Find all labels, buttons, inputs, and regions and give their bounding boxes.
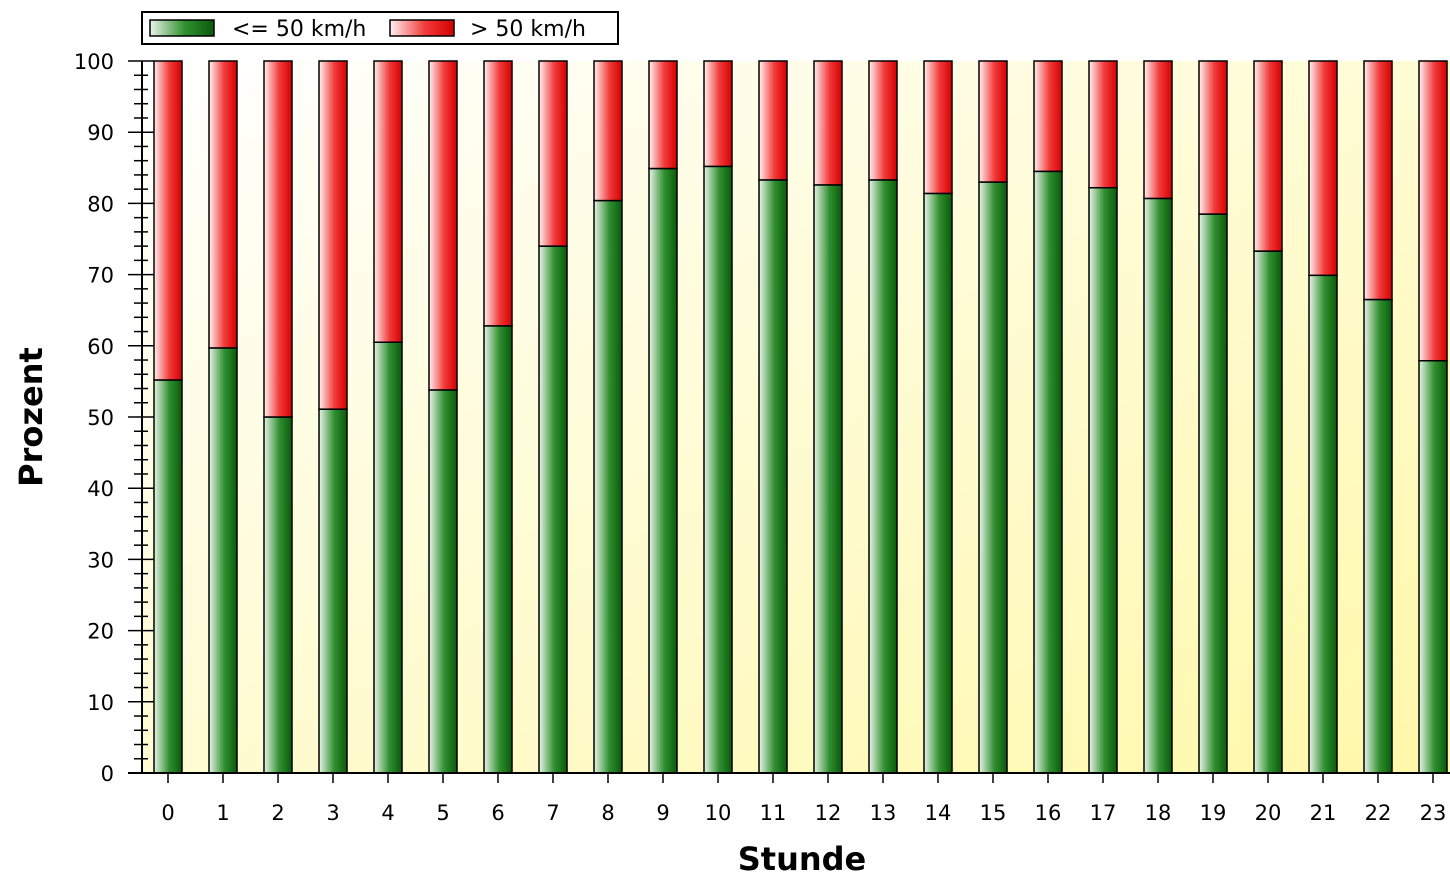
bar-le50-21	[1308, 274, 1338, 774]
x-tick-label: 8	[601, 801, 614, 825]
bar-le50-12	[813, 184, 843, 774]
x-tick-label: 9	[656, 801, 669, 825]
x-tick-label: 12	[815, 801, 842, 825]
bar-le50-18	[1143, 197, 1173, 774]
x-tick-label: 21	[1310, 801, 1337, 825]
bar-gt50-12	[813, 60, 843, 186]
bar-gt50-1	[208, 60, 238, 349]
x-tick-label: 2	[271, 801, 284, 825]
legend-swatch-le50	[149, 19, 215, 37]
bar-gt50-21	[1308, 60, 1338, 277]
y-tick-label: 10	[87, 691, 114, 715]
bar-le50-7	[538, 245, 568, 774]
x-tick-label: 20	[1255, 801, 1282, 825]
x-tick-label: 13	[870, 801, 897, 825]
y-tick-label: 30	[87, 548, 114, 572]
bars-group	[153, 60, 1448, 774]
legend-frame	[141, 11, 619, 45]
x-tick-label: 5	[436, 801, 449, 825]
y-tick-label: 100	[74, 50, 114, 74]
bar-le50-20	[1253, 250, 1283, 774]
bar-gt50-15	[978, 60, 1008, 183]
x-tick-label: 23	[1420, 801, 1447, 825]
bar-le50-17	[1088, 186, 1118, 774]
y-axis-title: Prozent	[12, 347, 50, 487]
x-tick-label: 7	[546, 801, 559, 825]
bar-le50-3	[318, 408, 348, 774]
bar-gt50-5	[428, 60, 458, 391]
bar-le50-5	[428, 389, 458, 774]
bar-le50-6	[483, 325, 513, 774]
bar-le50-15	[978, 181, 1008, 774]
x-tick-label: 4	[381, 801, 394, 825]
bar-le50-22	[1363, 298, 1393, 774]
x-tick-label: 16	[1035, 801, 1062, 825]
bar-le50-4	[373, 341, 403, 774]
bar-gt50-11	[758, 60, 788, 181]
bar-le50-19	[1198, 213, 1228, 774]
x-tick-label: 11	[760, 801, 787, 825]
x-axis-title: Stunde	[738, 840, 867, 875]
x-tick-label: 22	[1365, 801, 1392, 825]
x-tick-label: 15	[980, 801, 1007, 825]
bar-le50-23	[1418, 360, 1448, 774]
y-tick-label: 60	[87, 335, 114, 359]
x-tick-label: 10	[705, 801, 732, 825]
y-tick-label: 70	[87, 264, 114, 288]
bar-gt50-14	[923, 60, 953, 195]
bar-le50-13	[868, 179, 898, 774]
y-tick-label: 20	[87, 620, 114, 644]
bar-gt50-13	[868, 60, 898, 181]
legend-swatch-gt50	[389, 19, 455, 37]
x-tick-label: 17	[1090, 801, 1117, 825]
bar-le50-0	[153, 379, 183, 774]
x-tick-label: 6	[491, 801, 504, 825]
legend-label-gt50: > 50 km/h	[470, 17, 586, 42]
bar-le50-8	[593, 199, 623, 774]
legend-label-le50: <= 50 km/h	[232, 17, 366, 42]
bar-gt50-22	[1363, 60, 1393, 301]
y-tick-label: 90	[87, 121, 114, 145]
y-tick-label: 0	[101, 762, 114, 786]
bar-le50-2	[263, 416, 293, 774]
bar-gt50-18	[1143, 60, 1173, 200]
bar-gt50-0	[153, 60, 183, 381]
bar-gt50-3	[318, 60, 348, 410]
bar-gt50-4	[373, 60, 403, 343]
y-tick-label: 40	[87, 477, 114, 501]
x-tick-label: 3	[326, 801, 339, 825]
bar-le50-11	[758, 179, 788, 774]
bar-le50-14	[923, 192, 953, 774]
bar-gt50-17	[1088, 60, 1118, 189]
bar-le50-10	[703, 165, 733, 774]
x-axis: 0 1 2 3 4 5 6 7 8 9 10 11 12 13 14 15 16 17 18 19 20 21 22 23	[128, 772, 1450, 825]
x-tick-label: 19	[1200, 801, 1227, 825]
plot-background	[142, 61, 1450, 773]
bar-gt50-16	[1033, 60, 1063, 173]
bar-gt50-6	[483, 60, 513, 327]
bar-le50-9	[648, 167, 678, 774]
bar-gt50-10	[703, 60, 733, 168]
legend: <= 50 km/h > 50 km/h	[141, 11, 619, 45]
x-tick-label: 18	[1145, 801, 1172, 825]
y-tick-label: 80	[87, 192, 114, 216]
y-axis: 0 10 20 30 40 50 60 70 80 90 100	[74, 50, 154, 786]
bar-le50-1	[208, 347, 238, 774]
bar-gt50-8	[593, 60, 623, 202]
bar-gt50-7	[538, 60, 568, 247]
bar-gt50-20	[1253, 60, 1283, 252]
bar-gt50-19	[1198, 60, 1228, 215]
y-tick-label: 50	[87, 406, 114, 430]
x-tick-label: 0	[161, 801, 174, 825]
x-tick-label: 14	[925, 801, 952, 825]
bar-gt50-2	[263, 60, 293, 418]
bar-gt50-9	[648, 60, 678, 170]
bar-le50-16	[1033, 170, 1063, 774]
x-tick-label: 1	[216, 801, 229, 825]
bar-gt50-23	[1418, 60, 1448, 362]
